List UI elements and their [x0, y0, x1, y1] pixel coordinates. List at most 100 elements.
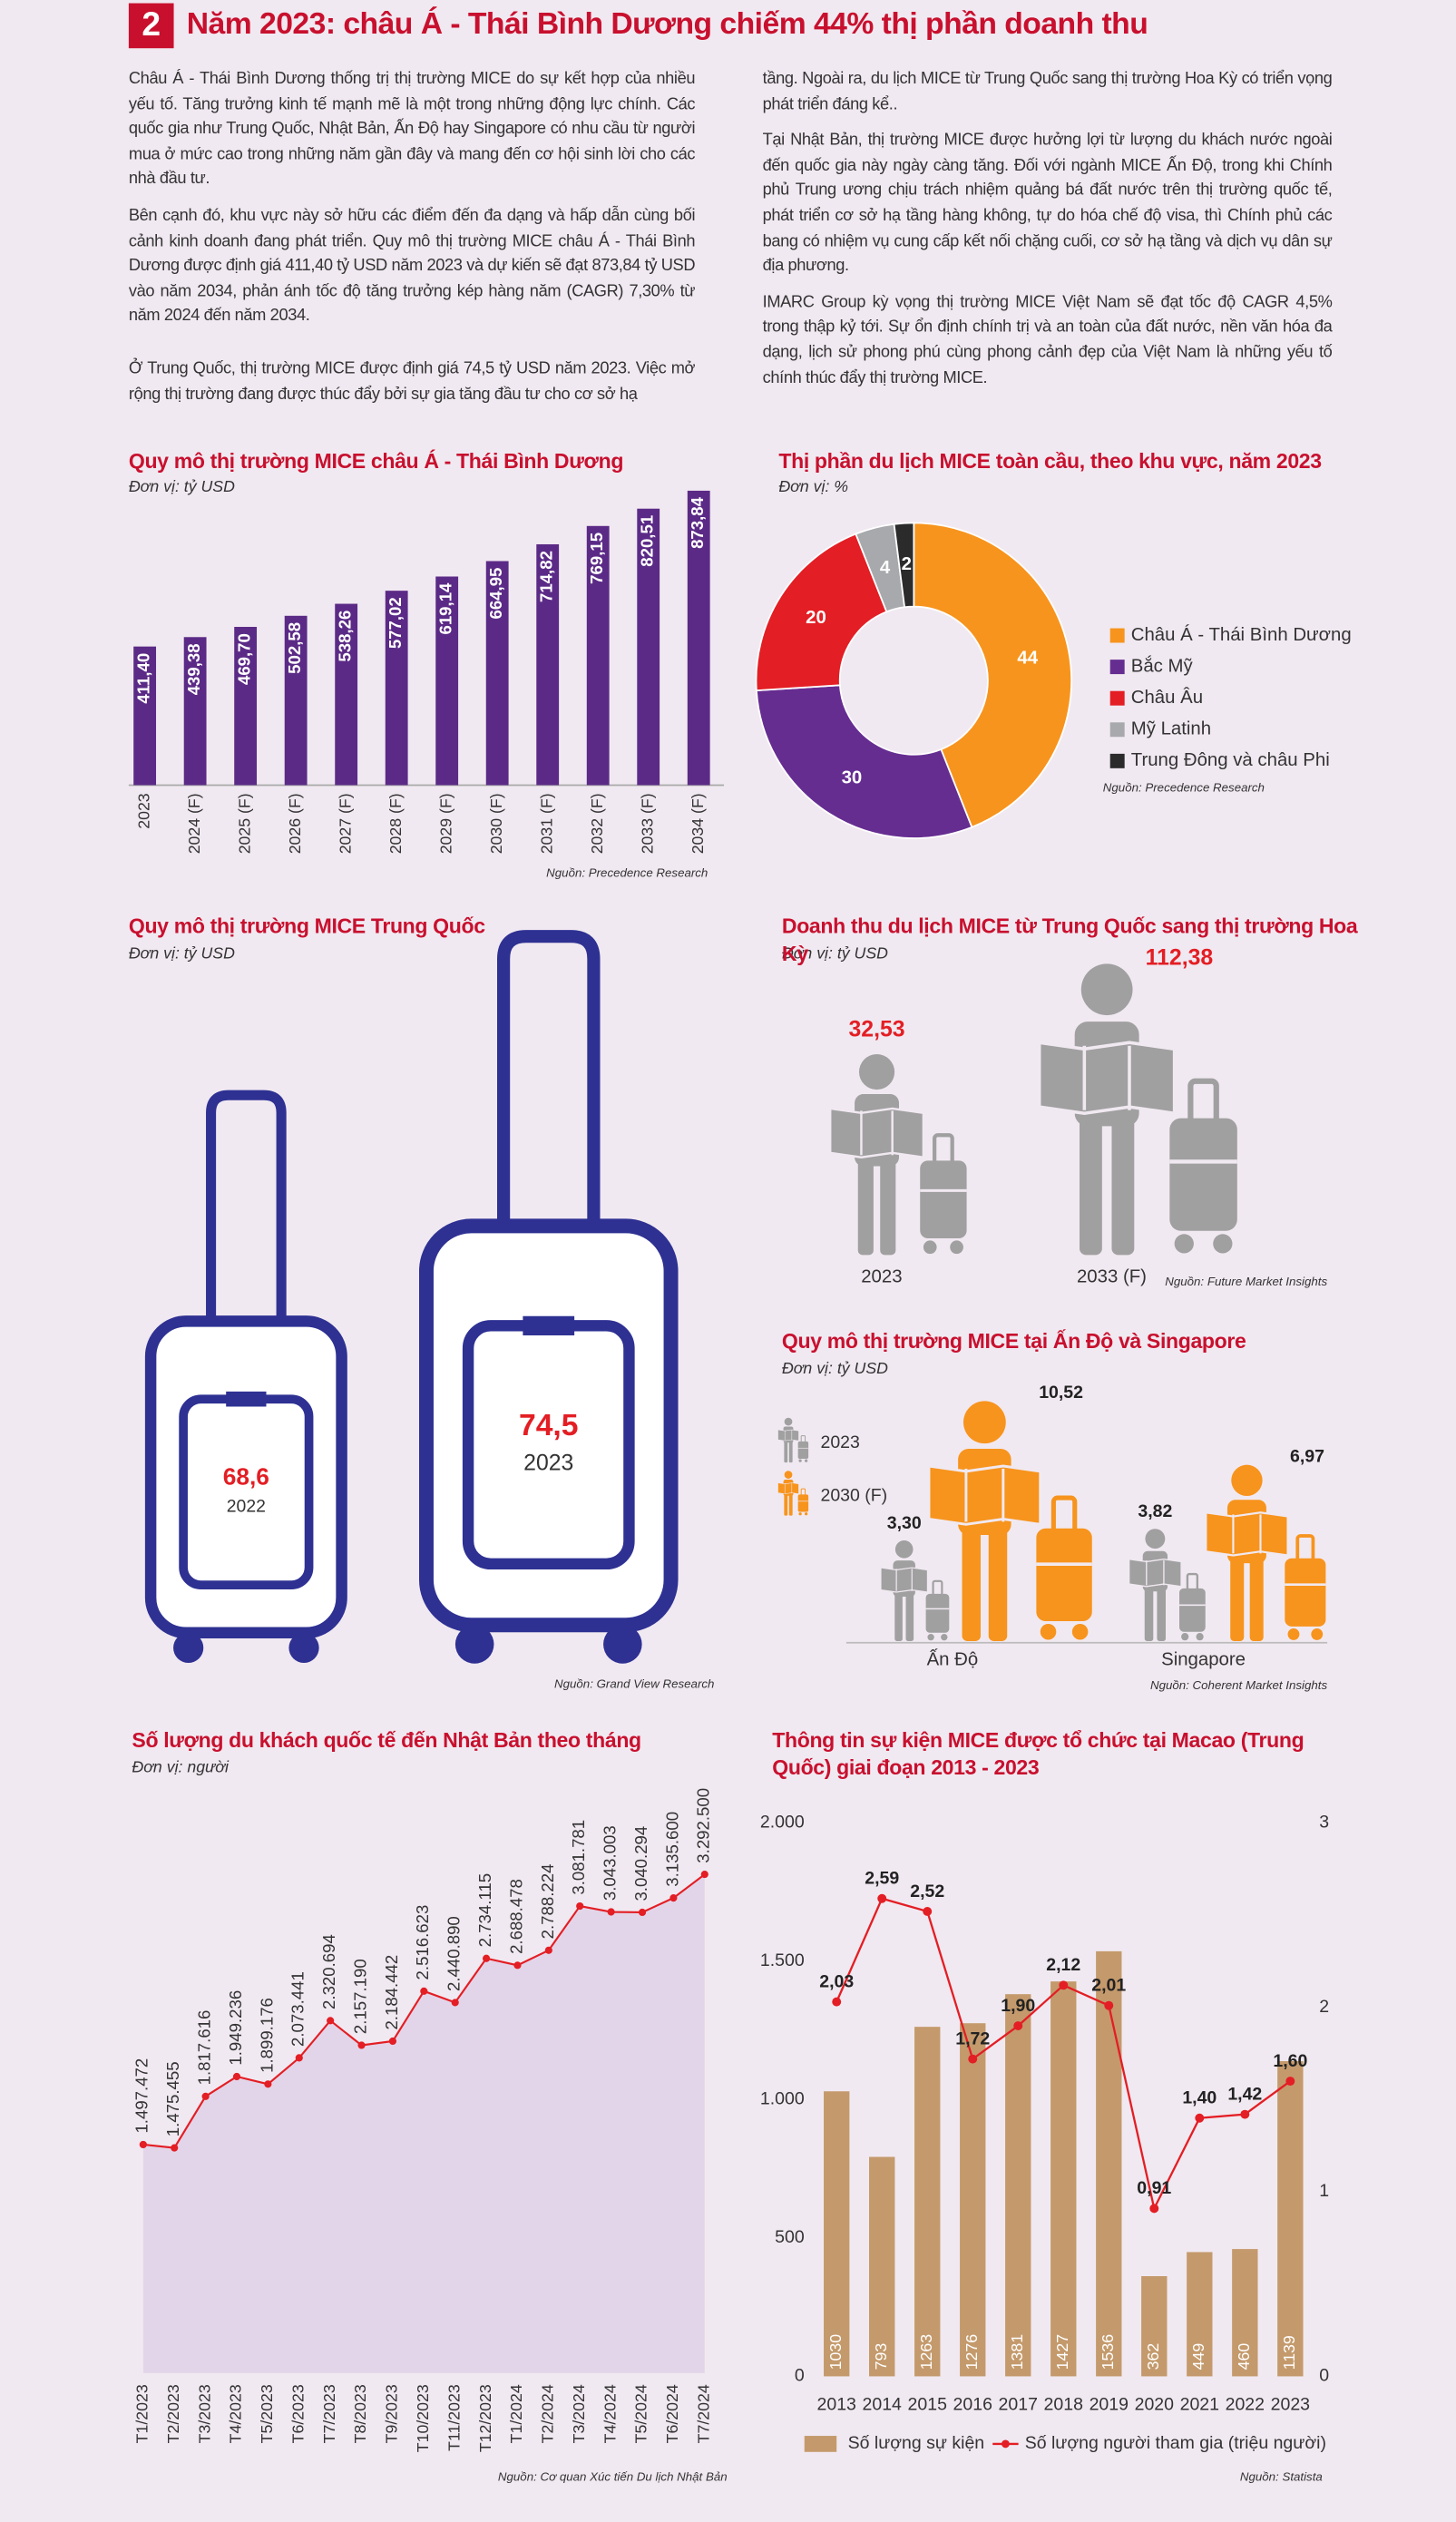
- x-tick-label: T3/2023: [195, 2384, 213, 2443]
- person-pictogram: [828, 1054, 967, 1256]
- point: [201, 2092, 210, 2100]
- donut-slice: [893, 522, 915, 609]
- x-tick-label: 2027 (F): [336, 793, 354, 854]
- person-leg: [894, 1592, 903, 1641]
- person-map: [1037, 1041, 1177, 1116]
- y-tick-label: 1.000: [760, 2089, 805, 2109]
- point: [451, 1999, 459, 2007]
- bar: [1005, 1994, 1031, 2377]
- point: [357, 2041, 366, 2049]
- x-tick-label: T12/2023: [476, 2384, 494, 2452]
- point: [139, 2140, 147, 2149]
- chart-subtitle: Đơn vị: người: [132, 1758, 230, 1776]
- bar: [284, 615, 308, 786]
- y2-tick-label: 0: [1319, 2366, 1329, 2386]
- point-label: 2,01: [1091, 1976, 1126, 1996]
- chart-source: Nguồn: Coherent Market Insights: [1150, 1678, 1327, 1692]
- person-map: [927, 1464, 1042, 1527]
- point-label: 1,90: [1001, 1996, 1035, 2016]
- x-tick-label: 2030 (F): [487, 793, 505, 854]
- y2-tick-label: 3: [1319, 1813, 1329, 1833]
- suitcase-handle: [1187, 1078, 1219, 1126]
- bar: [133, 646, 157, 786]
- bar-value-label: 1427: [1053, 2334, 1071, 2370]
- bar: [435, 576, 459, 786]
- bar: [824, 2091, 850, 2377]
- person-head: [894, 1540, 914, 1559]
- point-label: 3.043.003: [601, 1825, 620, 1901]
- point: [171, 2144, 179, 2152]
- category-label: 2023: [523, 1451, 573, 1475]
- slice-label: 30: [842, 767, 863, 787]
- bar-value-label: 449: [1189, 2343, 1207, 2370]
- point-label: 1.475.455: [163, 2061, 182, 2136]
- suitcase-wheel: [173, 1632, 204, 1664]
- person-leg: [1249, 1555, 1264, 1641]
- paragraph: Bên cạnh đó, khu vực này sở hữu các điểm…: [128, 207, 696, 326]
- bar: [1187, 2252, 1213, 2377]
- person-leg: [1157, 1586, 1166, 1641]
- bar-value-label: 1139: [1280, 2335, 1298, 2370]
- person-leg: [784, 1493, 788, 1516]
- point: [513, 1961, 522, 1970]
- value-label: 112,38: [1146, 946, 1214, 971]
- person-head: [1145, 1529, 1166, 1549]
- bar-value-label: 502,58: [285, 622, 304, 674]
- person-leg: [788, 1441, 793, 1463]
- point-label: 1.949.236: [226, 1990, 245, 2066]
- suitcase-wheel: [1287, 1628, 1300, 1640]
- x-tick-label: T8/2023: [351, 2384, 369, 2443]
- point: [420, 1987, 428, 1995]
- point: [607, 1908, 615, 1916]
- bar: [637, 508, 660, 786]
- legend-dot: [1001, 2439, 1010, 2449]
- point-label: 1,60: [1273, 2051, 1307, 2071]
- x-tick-label: 2021: [1180, 2395, 1219, 2415]
- suitcase-wheel: [941, 1633, 948, 1641]
- bar: [914, 2027, 941, 2377]
- bar-value-label: 619,14: [436, 582, 455, 635]
- x-tick-label: T4/2024: [601, 2384, 619, 2443]
- bar-value-label: 469,70: [235, 633, 254, 685]
- chart-title: Quy mô thị trường MICE tại Ấn Độ và Sing…: [781, 1328, 1246, 1354]
- point-label: 1.497.472: [132, 2058, 151, 2134]
- chart-title: Quy mô thị trường MICE châu Á - Thái Bìn…: [128, 448, 624, 474]
- person-head: [858, 1054, 895, 1090]
- y-tick-label: 500: [775, 2227, 805, 2247]
- donut-slice: [755, 684, 973, 839]
- chart-subtitle: Đơn vị: tỷ USD: [129, 943, 235, 962]
- person-head: [784, 1471, 793, 1479]
- legend-label: Châu Âu: [1131, 687, 1203, 708]
- suitcase-body: [1179, 1588, 1206, 1632]
- point-label: 2,52: [910, 1882, 944, 1901]
- chart-subtitle: Đơn vị: tỷ USD: [782, 943, 888, 962]
- point: [968, 2054, 978, 2064]
- point-label: 2,03: [819, 1971, 854, 1991]
- value-label: 3,30: [887, 1513, 922, 1533]
- point: [1149, 2204, 1159, 2214]
- text-column-right: tầng. Ngoài ra, du lịch MICE từ Trung Qu…: [763, 67, 1333, 391]
- category-label: 2022: [227, 1496, 266, 1516]
- paragraph: IMARC Group kỳ vọng thị trường MICE Việt…: [762, 294, 1333, 387]
- value-label: 10,52: [1039, 1383, 1083, 1403]
- x-tick-label: 2020: [1135, 2395, 1175, 2415]
- bar: [1050, 1981, 1077, 2377]
- point: [1013, 2021, 1023, 2031]
- chart-title: Quy mô thị trường MICE Trung Quốc: [128, 914, 485, 938]
- x-tick-label: 2022: [1226, 2395, 1265, 2415]
- suitcase-wheel: [1311, 1628, 1324, 1640]
- value-label: 32,53: [849, 1018, 905, 1042]
- x-tick-label: 2028 (F): [386, 793, 405, 854]
- chart-subtitle: Đơn vị: tỷ USD: [129, 477, 235, 495]
- bar: [960, 2023, 986, 2377]
- suitcase-handle: [932, 1133, 954, 1167]
- x-tick-label: T9/2023: [383, 2384, 401, 2443]
- chart-subtitle: Đơn vị: %: [778, 477, 848, 495]
- person-pictogram: [880, 1540, 950, 1641]
- point: [327, 2017, 335, 2025]
- suitcase-handle: [1186, 1572, 1199, 1592]
- legend-label: Trung Đông và châu Phi: [1131, 750, 1330, 770]
- bar: [234, 627, 258, 786]
- suitcase: [144, 1090, 347, 1664]
